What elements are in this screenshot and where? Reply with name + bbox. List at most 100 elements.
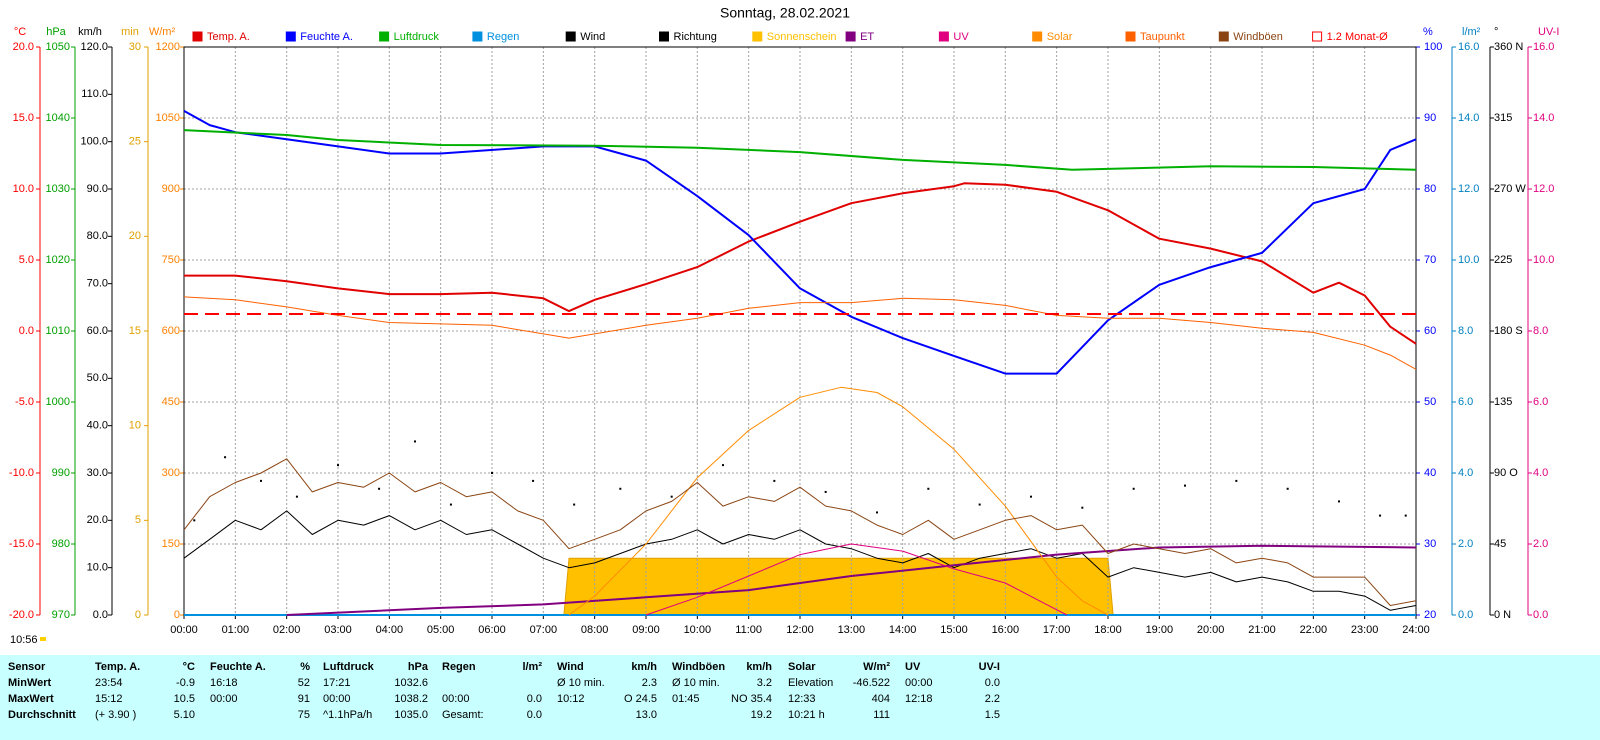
direction-dot: [414, 440, 416, 443]
legend-swatch: [472, 31, 483, 42]
y-tick-label: 970: [52, 609, 70, 621]
table-cell: 111: [873, 709, 890, 721]
axis-unit: %: [1423, 26, 1433, 38]
axis-unit: °C: [14, 26, 26, 38]
x-tick-label: 05:00: [427, 624, 455, 636]
legend-swatch: [752, 31, 763, 42]
y-tick-label: 8.0: [1533, 325, 1548, 337]
y-tick-label: 120.0: [80, 41, 108, 53]
table-cell: 15:12: [95, 693, 123, 705]
y-tick-label: 450: [162, 396, 180, 408]
y-tick-label: 80: [1424, 183, 1436, 195]
series-line: [183, 296, 1417, 370]
y-tick-label: 60.0: [87, 325, 108, 337]
y-tick-label: 16.0: [1458, 41, 1479, 53]
y-tick-label: 30: [129, 41, 141, 53]
table-cell: 16:18: [210, 677, 238, 689]
table-header: UV-I: [979, 661, 1000, 673]
series-line: [645, 543, 1068, 616]
y-tick-label: 30: [1424, 538, 1436, 550]
x-tick-label: 21:00: [1248, 624, 1276, 636]
direction-dot: [449, 503, 452, 506]
axis-unit: km/h: [78, 26, 102, 38]
y-tick-label: 45: [1494, 538, 1506, 550]
y-tick-label: 110.0: [81, 88, 108, 100]
table-cell: 1032.6: [394, 677, 428, 689]
legend-label: UV: [953, 31, 969, 43]
row-label: MinWert: [8, 677, 52, 689]
direction-dot: [824, 490, 827, 493]
table-cell: 404: [872, 693, 890, 705]
direction-dot: [722, 464, 724, 467]
table-header: Sensor: [8, 661, 46, 673]
y-tick-label: 14.0: [1533, 112, 1554, 124]
legend-swatch: [565, 31, 576, 42]
table-cell: 23:54: [95, 677, 123, 689]
sunshine-area: [563, 557, 1114, 616]
table-header: °C: [183, 661, 195, 673]
table-header: Wind: [557, 661, 584, 673]
x-tick-label: 14:00: [889, 624, 917, 636]
table-cell: 10:12: [557, 693, 585, 705]
direction-dot: [295, 495, 298, 498]
y-tick-label: 0 N: [1494, 609, 1511, 621]
row-label: Durchschnitt: [8, 709, 76, 721]
y-tick-label: 12.0: [1533, 183, 1554, 195]
table-cell: Ø 10 min.: [672, 677, 720, 689]
x-tick-label: 11:00: [735, 624, 762, 636]
legend-label: Regen: [487, 31, 519, 43]
y-tick-label: 8.0: [1458, 325, 1473, 337]
table-cell: -46.522: [853, 677, 890, 689]
y-tick-label: 14.0: [1458, 112, 1479, 124]
y-tick-label: 80.0: [87, 230, 108, 242]
y-tick-label: 20.0: [87, 514, 108, 526]
y-tick-label: 20: [129, 230, 141, 242]
table-header: Luftdruck: [323, 661, 375, 673]
direction-dot: [670, 495, 673, 498]
x-tick-label: 13:00: [838, 624, 866, 636]
legend-swatch: [285, 31, 296, 42]
table-cell: 12:18: [905, 693, 933, 705]
y-tick-label: 15.0: [13, 112, 34, 124]
y-tick-label: 6.0: [1533, 396, 1548, 408]
table-cell: 2.2: [985, 693, 1000, 705]
y-tick-label: 600: [162, 325, 180, 337]
y-tick-label: 20: [1424, 609, 1436, 621]
y-tick-label: 10.0: [13, 183, 34, 195]
series-line: [286, 544, 1417, 616]
direction-dot: [619, 487, 622, 490]
x-tick-label: 10:00: [684, 624, 712, 636]
legend-swatch: [1218, 31, 1229, 42]
y-tick-label: 300: [162, 467, 180, 479]
table-cell: ^1.1hPa/h: [323, 709, 372, 721]
legend-label: Taupunkt: [1140, 31, 1185, 43]
axis-unit: W/m²: [149, 26, 176, 38]
table-header: UV: [905, 661, 921, 673]
table-cell: 01:45: [672, 693, 700, 705]
table-cell: 0.0: [527, 709, 542, 721]
table-cell: 75: [298, 709, 310, 721]
legend-label: Windböen: [1233, 31, 1283, 43]
table-cell: 0.0: [985, 677, 1000, 689]
y-tick-label: 20.0: [13, 41, 34, 53]
y-tick-label: 900: [162, 183, 180, 195]
table-header: Solar: [788, 661, 816, 673]
y-tick-label: 135: [1494, 396, 1512, 408]
table-header: km/h: [746, 661, 772, 673]
y-tick-label: 100.0: [80, 136, 108, 148]
table-header: Regen: [442, 661, 476, 673]
y-tick-label: 70: [1424, 254, 1436, 266]
y-tick-label: 2.0: [1458, 538, 1473, 550]
x-tick-label: 07:00: [530, 624, 558, 636]
y-tick-label: 315: [1494, 112, 1512, 124]
x-tick-label: 00:00: [170, 624, 198, 636]
direction-dot: [1404, 514, 1407, 517]
y-tick-label: -5.0: [15, 396, 34, 408]
direction-dot: [378, 487, 381, 490]
row-label: MaxWert: [8, 693, 54, 705]
x-tick-label: 24:00: [1402, 624, 1430, 636]
y-tick-label: 50: [1424, 396, 1436, 408]
series-line: [183, 510, 1417, 611]
legend-swatch: [192, 31, 203, 42]
